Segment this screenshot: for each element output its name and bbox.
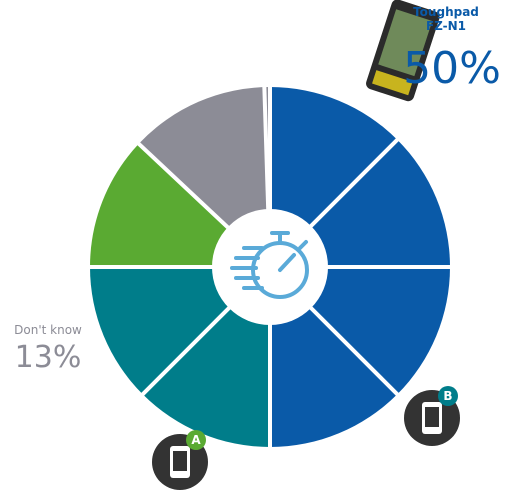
value-label: 13% bbox=[14, 340, 82, 375]
value-label: 50% bbox=[403, 43, 501, 94]
badges: BA bbox=[152, 386, 460, 490]
phone-screen bbox=[425, 407, 439, 427]
phone-screen bbox=[173, 451, 187, 471]
badge bbox=[438, 386, 458, 406]
stopwatch-icon bbox=[230, 231, 309, 299]
badge-label: B bbox=[443, 389, 452, 403]
legend-label: Don't know bbox=[14, 323, 82, 337]
center-circle bbox=[212, 209, 328, 325]
badge bbox=[186, 430, 206, 450]
badge-label: A bbox=[191, 433, 201, 447]
device-image bbox=[366, 0, 440, 102]
legend-label: Toughpad FZ-N1 bbox=[413, 5, 479, 33]
